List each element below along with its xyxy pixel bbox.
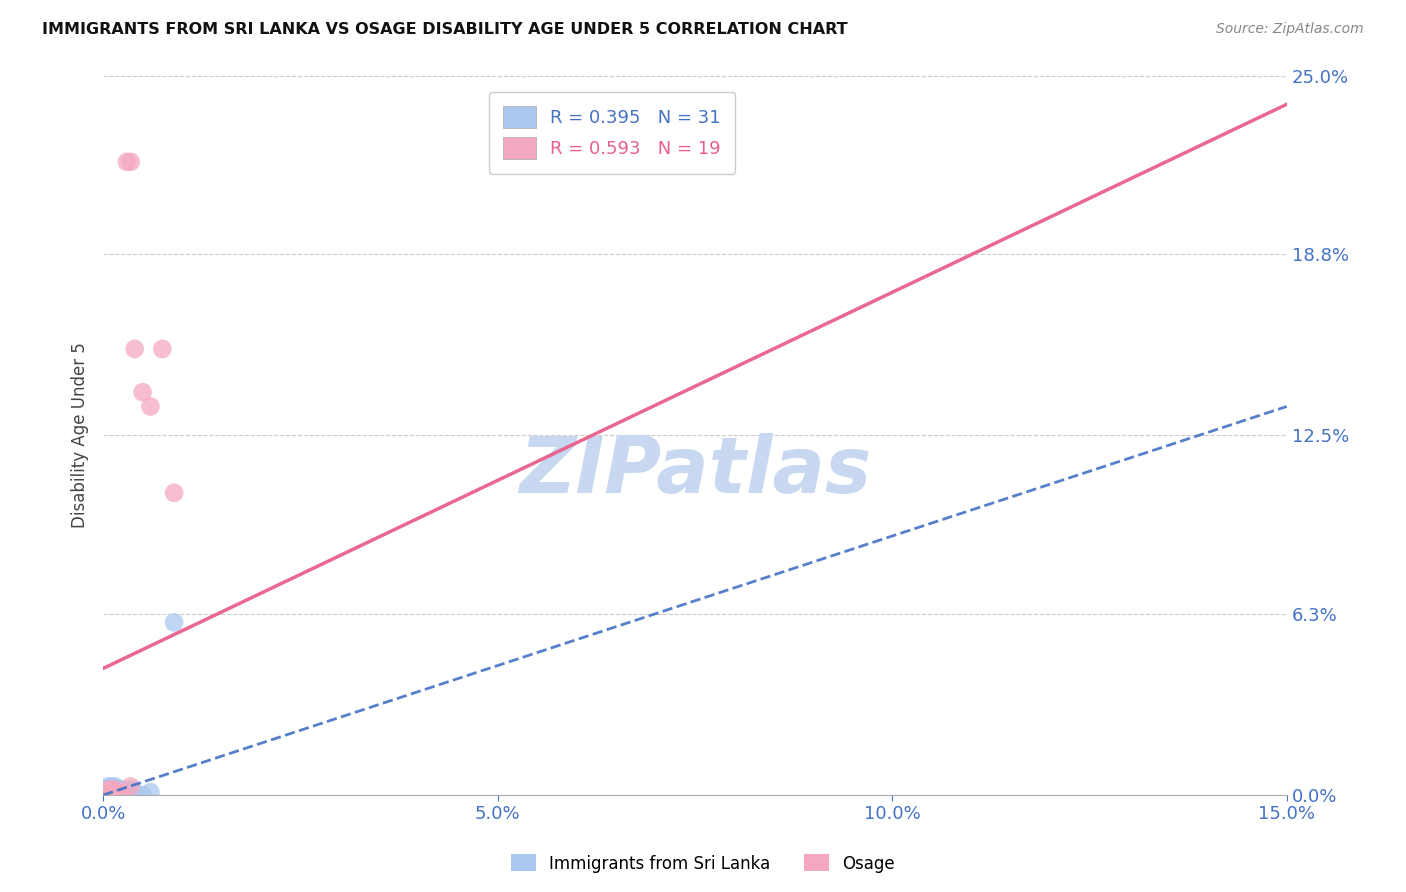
Point	[131, 788, 153, 802]
Point	[108, 788, 131, 802]
Text: ZIPatlas: ZIPatlas	[519, 434, 872, 509]
Text: Source: ZipAtlas.com: Source: ZipAtlas.com	[1216, 22, 1364, 37]
Point	[115, 785, 138, 799]
Point	[103, 782, 125, 797]
Point	[115, 154, 138, 169]
Point	[104, 782, 127, 797]
Point	[163, 615, 186, 630]
Point	[97, 782, 120, 797]
Point	[98, 782, 121, 797]
Point	[115, 788, 138, 802]
Text: IMMIGRANTS FROM SRI LANKA VS OSAGE DISABILITY AGE UNDER 5 CORRELATION CHART: IMMIGRANTS FROM SRI LANKA VS OSAGE DISAB…	[42, 22, 848, 37]
Point	[97, 780, 120, 794]
Legend: R = 0.395   N = 31, R = 0.593   N = 19: R = 0.395 N = 31, R = 0.593 N = 19	[489, 92, 735, 174]
Point	[104, 785, 127, 799]
Point	[100, 785, 122, 799]
Point	[96, 785, 118, 799]
Point	[97, 788, 120, 802]
Point	[110, 782, 132, 797]
Point	[108, 782, 131, 797]
Point	[110, 785, 132, 799]
Point	[103, 788, 125, 802]
Point	[100, 780, 122, 794]
Point	[98, 788, 121, 802]
Point	[139, 785, 162, 799]
Point	[120, 780, 142, 794]
Point	[101, 788, 124, 802]
Legend: Immigrants from Sri Lanka, Osage: Immigrants from Sri Lanka, Osage	[505, 847, 901, 880]
Point	[131, 385, 153, 400]
Point	[108, 788, 131, 802]
Point	[100, 785, 122, 799]
Point	[104, 785, 127, 799]
Point	[105, 788, 128, 802]
Point	[120, 782, 142, 797]
Point	[139, 400, 162, 414]
Point	[103, 782, 125, 797]
Point	[124, 342, 146, 356]
Point	[111, 788, 134, 802]
Point	[110, 785, 132, 799]
Point	[93, 788, 115, 802]
Point	[96, 785, 118, 799]
Y-axis label: Disability Age Under 5: Disability Age Under 5	[72, 343, 89, 528]
Point	[104, 780, 127, 794]
Point	[93, 782, 115, 797]
Point	[105, 785, 128, 799]
Point	[120, 154, 142, 169]
Point	[97, 788, 120, 802]
Point	[103, 785, 125, 799]
Point	[101, 788, 124, 802]
Point	[150, 342, 173, 356]
Point	[124, 785, 146, 799]
Point	[98, 785, 121, 799]
Point	[163, 486, 186, 500]
Point	[98, 782, 121, 797]
Point	[96, 788, 118, 802]
